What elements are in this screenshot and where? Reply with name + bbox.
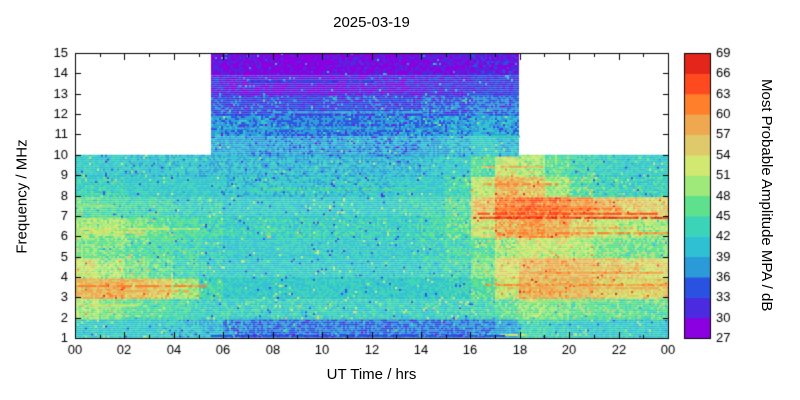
x-axis-label: UT Time / hrs <box>326 366 417 383</box>
chart-title: 2025-03-19 <box>333 14 410 31</box>
colorbar-label: Most Probable Amplitude MPA / dB <box>758 79 775 312</box>
y-axis-label: Frequency / MHz <box>13 139 31 254</box>
